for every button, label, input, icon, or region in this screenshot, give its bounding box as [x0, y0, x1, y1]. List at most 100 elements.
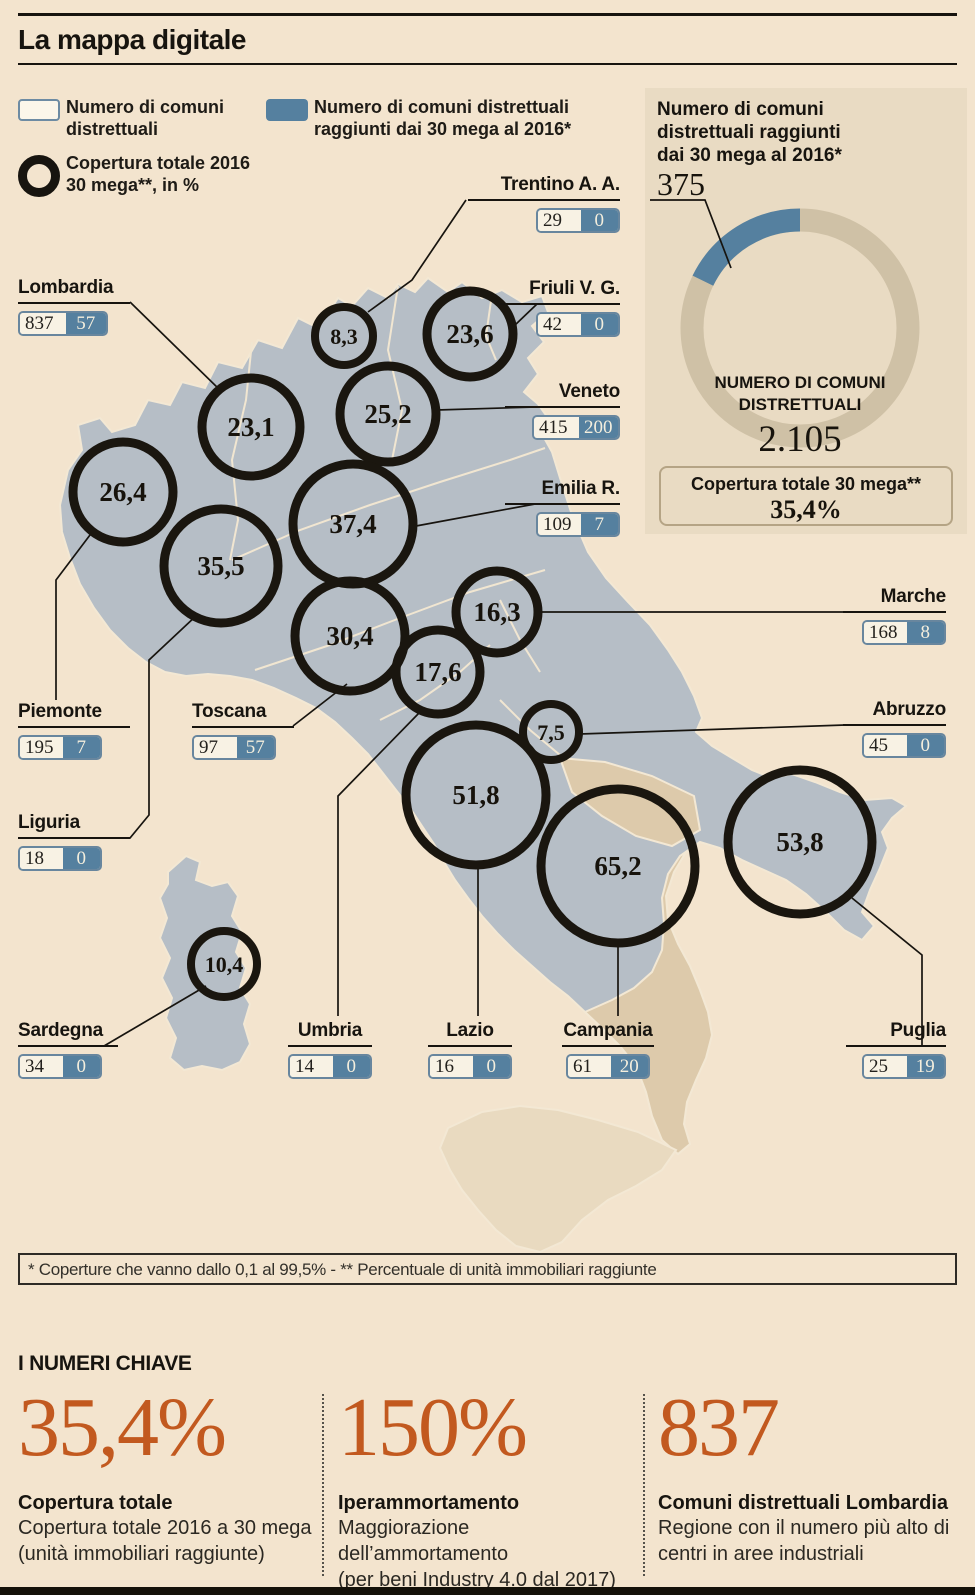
region-puglia: Puglia 25 19	[846, 1020, 946, 1079]
raggiunti-count: 0	[580, 210, 618, 231]
key-number-label: Copertura totale	[18, 1492, 173, 1514]
raggiunti-count: 57	[65, 313, 106, 334]
coverage-circle: 37,4	[288, 459, 418, 589]
donut-center-label: NUMERO DI COMUNI DISTRETTUALI	[700, 372, 900, 416]
key-number-desc: (unità immobiliari raggiunte)	[18, 1543, 265, 1565]
comuni-count: 29	[538, 210, 581, 231]
coverage-circle: 17,6	[391, 625, 485, 719]
region-toscana: Toscana 97 57	[192, 701, 294, 760]
region-values: 29 0	[536, 208, 620, 233]
svg-text:7,5: 7,5	[537, 720, 565, 745]
region-liguria: Liguria 18 0	[18, 812, 130, 871]
key-number-value: 150%	[338, 1381, 528, 1474]
region-label: Piemonte	[18, 701, 130, 728]
divider	[322, 1394, 324, 1576]
region-values: 97 57	[192, 735, 276, 760]
svg-text:35,5: 35,5	[197, 551, 244, 581]
raggiunti-count: 57	[236, 737, 274, 758]
region-values: 34 0	[18, 1054, 102, 1079]
legend-filled-label: Numero di comuni distrettuali raggiunti …	[314, 97, 572, 139]
comuni-count: 45	[864, 735, 907, 756]
legend-circle-label: Copertura totale 2016 30 mega**, in %	[66, 153, 251, 195]
svg-text:10,4: 10,4	[205, 952, 244, 977]
comuni-count: 16	[430, 1056, 473, 1077]
raggiunti-count: 20	[610, 1056, 648, 1077]
comuni-count: 34	[20, 1056, 63, 1077]
region-values: 42 0	[536, 312, 620, 337]
leader-abruzzo	[579, 724, 846, 735]
summary-panel: Numero di comuni distrettuali raggiunti …	[645, 88, 967, 534]
region-excluded-calabria-basilicata	[583, 841, 714, 1156]
region-label: Sardegna	[18, 1020, 118, 1047]
region-values: 109 7	[536, 512, 620, 537]
comuni-count: 837	[20, 313, 66, 334]
leader-piemonte	[55, 534, 91, 700]
region-border	[386, 285, 404, 461]
key-number-iperammortamento: 150% Iperammortamento Maggiorazione dell…	[338, 1378, 633, 1593]
region-values: 61 20	[566, 1054, 650, 1079]
svg-text:30,4: 30,4	[326, 621, 373, 651]
legend-outline-swatch	[18, 99, 60, 121]
region-friuli: Friuli V. G. 42 0	[500, 278, 620, 337]
region-campania: Campania 61 20	[562, 1020, 654, 1079]
region-border	[254, 569, 546, 671]
svg-text:53,8: 53,8	[776, 827, 823, 857]
donut-center-label-line1: NUMERO DI COMUNI	[714, 373, 886, 392]
region-values: 14 0	[288, 1054, 372, 1079]
key-number-desc: centri in aree industriali	[658, 1543, 864, 1565]
coverage-total-value: 35,4%	[770, 495, 842, 524]
panel-header: Numero di comuni distrettuali raggiunti …	[657, 99, 842, 166]
comuni-count: 42	[538, 314, 581, 335]
raggiunti-count: 0	[906, 735, 944, 756]
region-values: 195 7	[18, 735, 102, 760]
region-values: 837 57	[18, 311, 108, 336]
raggiunti-count: 7	[580, 514, 618, 535]
region-label: Trentino A. A.	[468, 174, 620, 201]
region-lazio: Lazio 16 0	[428, 1020, 512, 1079]
leader-lombardia	[129, 301, 223, 393]
raggiunti-count: 0	[472, 1056, 510, 1077]
comuni-count: 97	[194, 737, 237, 758]
leader-umbria	[337, 711, 421, 1016]
svg-text:37,4: 37,4	[329, 509, 376, 539]
footnote: * Coperture che vanno dallo 0,1 al 99,5%…	[18, 1253, 957, 1285]
donut-center-value: 2.105	[758, 419, 842, 460]
region-border	[484, 293, 497, 361]
region-label: Abruzzo	[843, 699, 946, 726]
region-lombardia: Lombardia 837 57	[18, 277, 130, 336]
key-number-copertura: 35,4% Copertura totale Copertura totale …	[18, 1378, 313, 1567]
region-border	[379, 644, 491, 721]
region-values: 18 0	[18, 846, 102, 871]
region-label: Lazio	[428, 1020, 512, 1047]
key-number-value: 35,4%	[18, 1381, 227, 1474]
raggiunti-count: 19	[906, 1056, 944, 1077]
key-number-comuni-lombardia: 837 Comuni distrettuali Lombardia Region…	[658, 1378, 958, 1567]
leader-trentino	[367, 199, 467, 313]
coverage-circle: 35,5	[159, 504, 283, 628]
svg-text:23,1: 23,1	[227, 412, 274, 442]
region-values: 415 200	[532, 415, 620, 440]
region-umbria: Umbria 14 0	[288, 1020, 372, 1079]
comuni-count: 168	[864, 622, 907, 643]
key-number-desc: (per beni Industry 4.0 dal 2017)	[338, 1569, 616, 1591]
coverage-circle: 53,8	[723, 765, 877, 919]
region-emilia: Emilia R. 109 7	[505, 478, 620, 537]
region-label: Friuli V. G.	[500, 278, 620, 305]
region-excluded-molise	[558, 756, 702, 848]
raggiunti-count: 0	[580, 314, 618, 335]
raggiunti-count: 200	[578, 417, 618, 438]
comuni-count: 14	[290, 1056, 333, 1077]
legend-outline-label: Numero di comuni distrettuali	[66, 97, 225, 139]
coverage-circle: 16,3	[451, 566, 543, 658]
coverage-circle: 10,4	[187, 927, 261, 1001]
key-numbers-heading: I NUMERI CHIAVE	[18, 1352, 192, 1375]
region-label: Emilia R.	[505, 478, 620, 505]
raggiunti-count: 8	[906, 622, 944, 643]
region-sicilia	[438, 1104, 678, 1254]
region-label: Marche	[843, 586, 946, 613]
bottom-rule	[0, 1587, 975, 1595]
region-label: Liguria	[18, 812, 130, 839]
key-number-value: 837	[658, 1381, 780, 1474]
comuni-count: 195	[20, 737, 63, 758]
